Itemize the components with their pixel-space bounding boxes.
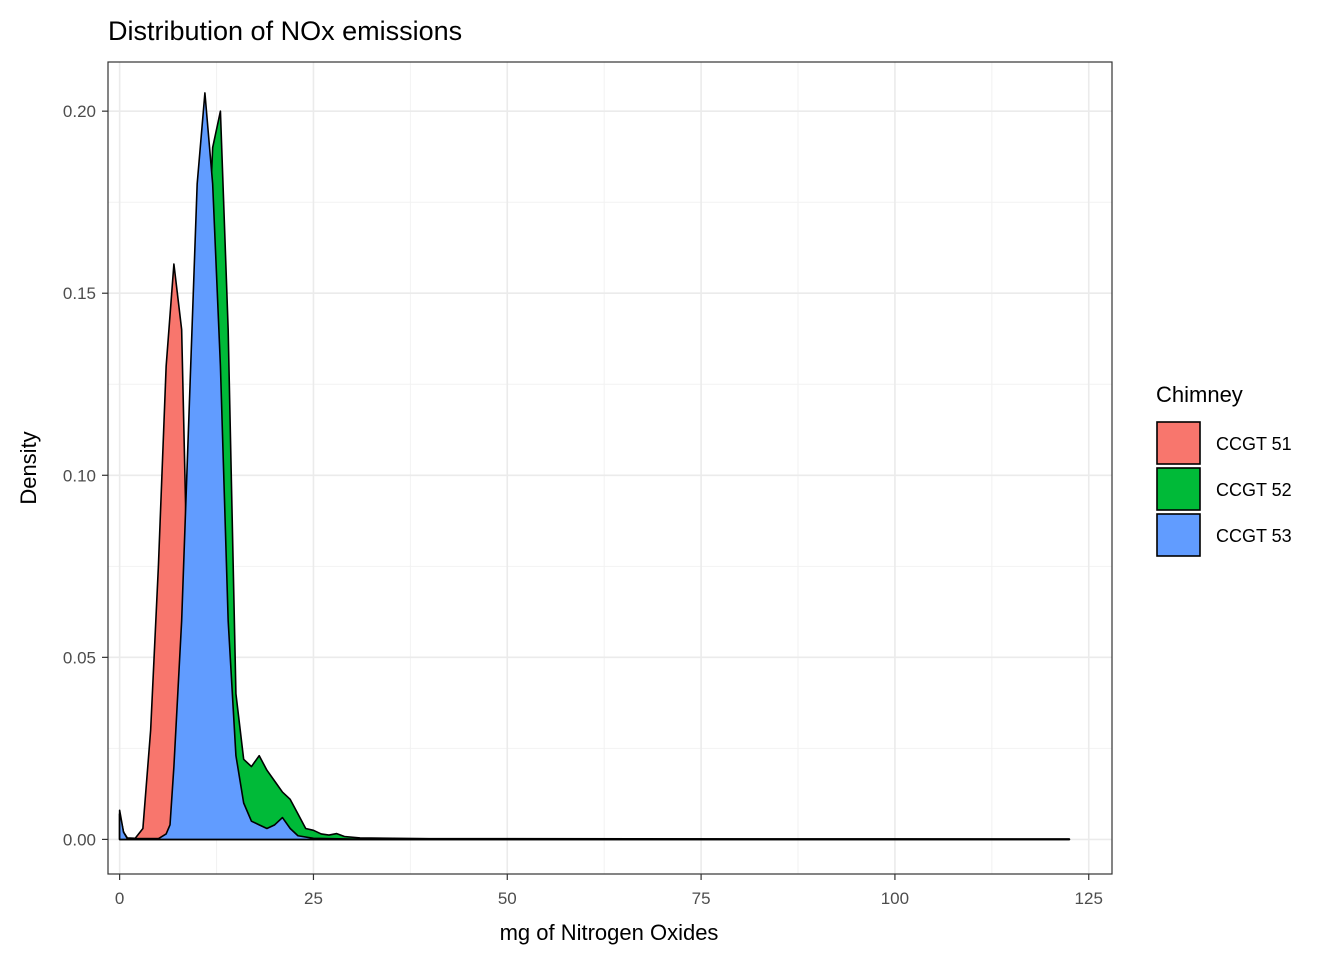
y-axis-title: Density (16, 431, 41, 504)
y-tick-label: 0.00 (63, 830, 96, 849)
axis-layer: 0 25 50 75 100 125 0.00 0.05 0.10 0.15 0.20 (63, 102, 1103, 908)
x-tick-label: 0 (115, 889, 124, 908)
legend-label: CCGT 52 (1216, 480, 1292, 500)
x-tick-label: 75 (692, 889, 711, 908)
panel-background (108, 62, 1112, 874)
y-tick-label: 0.20 (63, 102, 96, 121)
legend-title: Chimney (1156, 382, 1243, 407)
x-tick-label: 50 (498, 889, 517, 908)
legend-swatch (1156, 421, 1201, 465)
y-tick-label: 0.15 (63, 284, 96, 303)
grid-layer (108, 62, 1112, 874)
chart-title: Distribution of NOx emissions (108, 16, 462, 46)
density-area-ccgt-53 (118, 92, 1071, 841)
y-tick-label: 0.10 (63, 466, 96, 485)
legend-swatch (1156, 467, 1201, 511)
legend-items: CCGT 51 CCGT 52 CCGT 53 (1156, 421, 1292, 557)
x-tick-label: 25 (304, 889, 323, 908)
legend-label: CCGT 53 (1216, 526, 1292, 546)
legend-label: CCGT 51 (1216, 434, 1292, 454)
panel-border (107, 61, 1113, 875)
legend: Chimney CCGT 51 CCGT 52 CCGT 53 (1156, 382, 1292, 557)
y-tick-label: 0.05 (63, 648, 96, 667)
x-axis-title: mg of Nitrogen Oxides (500, 920, 719, 945)
x-tick-label: 125 (1075, 889, 1103, 908)
series-layer (118, 92, 1071, 841)
x-tick-label: 100 (881, 889, 909, 908)
legend-swatch (1156, 513, 1201, 557)
